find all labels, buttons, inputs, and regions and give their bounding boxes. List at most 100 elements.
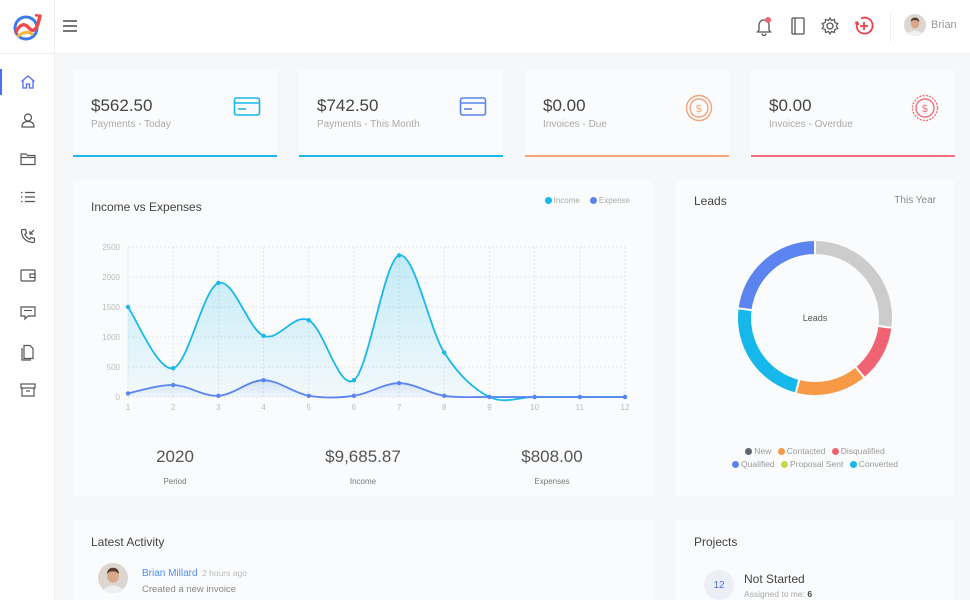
latest-activity-panel: Latest Activity Brian Millard 2 hours ag…	[73, 520, 654, 600]
y-tick-label: 2000	[102, 273, 120, 282]
leads-period-selector[interactable]: This Year	[894, 195, 936, 206]
panel-title: Leads	[694, 194, 727, 208]
x-tick-label: 5	[307, 403, 312, 412]
legend-new[interactable]: New	[745, 446, 771, 456]
legend-income[interactable]: Income	[544, 196, 580, 205]
data-point-expense	[306, 393, 311, 398]
legend-proposal-sent[interactable]: Proposal Sent	[780, 459, 843, 469]
sidebar-item-contacts[interactable]	[0, 102, 55, 138]
stat-card-invoices-overdue[interactable]: $0.00 Invoices - Overdue $	[751, 70, 955, 157]
data-point-expense	[532, 394, 537, 400]
donut-slice-converted	[736, 307, 801, 395]
y-tick-label: 500	[107, 363, 121, 372]
logo-icon	[13, 13, 42, 41]
summary-label: Expenses	[534, 477, 570, 486]
sidebar-item-home[interactable]	[0, 64, 55, 100]
chat-icon	[19, 306, 36, 321]
user-name: Brian	[931, 19, 957, 31]
stat-accent-bar	[525, 155, 729, 157]
summary-label: Period	[163, 477, 187, 486]
project-count-badge: 12	[704, 570, 734, 600]
phone-icon	[20, 228, 35, 244]
sidebar-item-calls[interactable]	[0, 218, 55, 254]
y-tick-label: 2500	[102, 243, 120, 252]
activity-text: Created a new invoice	[142, 584, 236, 595]
data-point-expense	[351, 393, 357, 398]
legend-disqualified[interactable]: Disqualified	[831, 446, 885, 456]
data-point-expense	[487, 394, 492, 400]
sidebar-item-archive[interactable]	[0, 372, 55, 408]
stat-value: $562.50	[91, 96, 153, 115]
stat-label: Payments - This Month	[317, 119, 420, 130]
leads-panel: Leads This Year Leads New Contacted Disq…	[676, 180, 954, 496]
stat-card-payments-today[interactable]: $562.50 Payments - Today	[73, 70, 277, 157]
y-tick-label: 1000	[102, 333, 120, 342]
notebook-icon[interactable]	[787, 15, 809, 37]
data-point-income	[306, 318, 311, 323]
summary-value: $9,685.87	[325, 447, 401, 466]
data-point-income	[216, 280, 221, 286]
sidebar-item-projects[interactable]	[0, 141, 55, 177]
legend-contacted[interactable]: Contacted	[777, 446, 825, 456]
data-point-income	[170, 366, 176, 371]
project-status: Not Started	[744, 571, 805, 586]
leads-legend-row-2: Qualified Proposal Sent Converted	[676, 459, 954, 469]
x-tick-label: 8	[442, 403, 447, 412]
sidebar-item-tasks[interactable]	[0, 179, 55, 215]
stat-label: Payments - Today	[91, 119, 171, 130]
wallet-icon	[19, 269, 36, 282]
x-tick-label: 9	[487, 403, 492, 412]
data-point-expense	[396, 381, 402, 386]
x-tick-label: 1	[126, 403, 131, 412]
gear-icon[interactable]	[819, 15, 841, 37]
legend-converted[interactable]: Converted	[849, 459, 898, 469]
panel-title: Latest Activity	[91, 535, 165, 549]
stat-value: $0.00	[543, 96, 586, 115]
top-bar: Brian	[0, 0, 970, 54]
user-menu[interactable]: Brian	[904, 14, 957, 36]
summary-income: $9,685.87 Income	[283, 447, 443, 486]
data-point-income	[125, 304, 131, 310]
activity-user-link[interactable]: Brian Millard	[142, 568, 198, 579]
y-tick-label: 0	[116, 393, 121, 402]
stat-card-invoices-due[interactable]: $0.00 Invoices - Due $	[525, 70, 729, 157]
sidebar-item-wallet[interactable]	[0, 257, 55, 293]
card-icon	[233, 97, 261, 116]
data-point-income	[261, 333, 266, 338]
sidebar-item-messages[interactable]	[0, 295, 55, 331]
bell-icon[interactable]	[753, 15, 775, 37]
stat-label: Invoices - Due	[543, 119, 607, 130]
data-point-expense	[261, 378, 266, 383]
project-status-item[interactable]: 12 Not Started Assigned to me: 6	[704, 570, 812, 600]
income-expenses-panel: Income vs Expenses Income Expense 0 500 10…	[73, 180, 654, 496]
activity-time: 2 hours ago	[202, 568, 247, 578]
stat-label: Invoices - Overdue	[769, 119, 853, 130]
series-area-income	[128, 255, 625, 401]
summary-expenses: $808.00 Expenses	[472, 447, 632, 486]
y-tick-label: 1500	[102, 303, 120, 312]
x-tick-label: 3	[216, 403, 221, 412]
summary-period: 2020 Period	[95, 447, 255, 486]
stat-card-payments-month[interactable]: $742.50 Payments - This Month	[299, 70, 503, 157]
avatar	[904, 14, 926, 36]
activity-item[interactable]: Brian Millard 2 hours ago Created a new …	[98, 563, 247, 595]
legend-expense[interactable]: Expense	[589, 196, 630, 205]
donut-slice-new	[814, 238, 894, 329]
sidebar-item-documents[interactable]	[0, 334, 55, 370]
legend-qualified[interactable]: Qualified	[732, 459, 775, 469]
hamburger-menu-icon[interactable]	[62, 16, 80, 36]
avatar	[98, 563, 128, 593]
x-tick-label: 4	[261, 403, 266, 412]
home-icon	[20, 75, 35, 89]
app-logo[interactable]	[0, 0, 55, 54]
add-circle-icon[interactable]	[853, 15, 875, 37]
leads-donut-chart: Leads	[736, 238, 894, 397]
panel-title: Income vs Expenses	[91, 200, 202, 214]
summary-value: 2020	[156, 447, 194, 466]
stat-accent-bar	[73, 155, 277, 157]
assigned-label: Assigned to me:	[744, 588, 805, 599]
data-point-expense	[577, 394, 583, 400]
sidebar	[0, 54, 55, 600]
x-tick-label: 10	[530, 403, 539, 412]
